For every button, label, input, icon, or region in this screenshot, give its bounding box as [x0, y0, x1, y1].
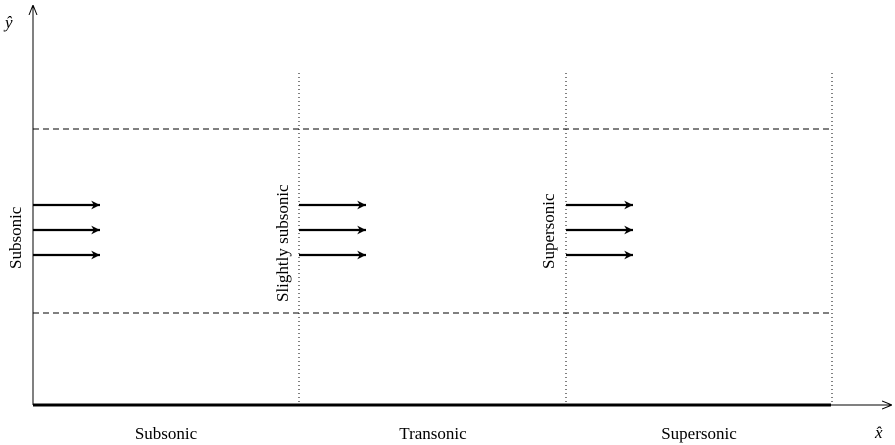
- region-label-transonic: Transonic: [399, 424, 467, 443]
- inlet-label-slightly-subsonic: Slightly subsonic: [273, 184, 292, 302]
- inlet-label-subsonic: Subsonic: [6, 206, 25, 269]
- inflow-arrows-slightly-subsonic: [299, 200, 367, 260]
- inflow-arrows-subsonic: [33, 200, 100, 260]
- region-label-subsonic: Subsonic: [134, 424, 198, 443]
- region-label-supersonic: Supersonic: [661, 424, 737, 443]
- inlet-label-supersonic: Supersonic: [539, 193, 558, 269]
- inflow-arrows-supersonic: [566, 200, 633, 260]
- x-axis-label: x̂: [875, 423, 883, 442]
- y-axis-label: ŷ: [5, 13, 13, 32]
